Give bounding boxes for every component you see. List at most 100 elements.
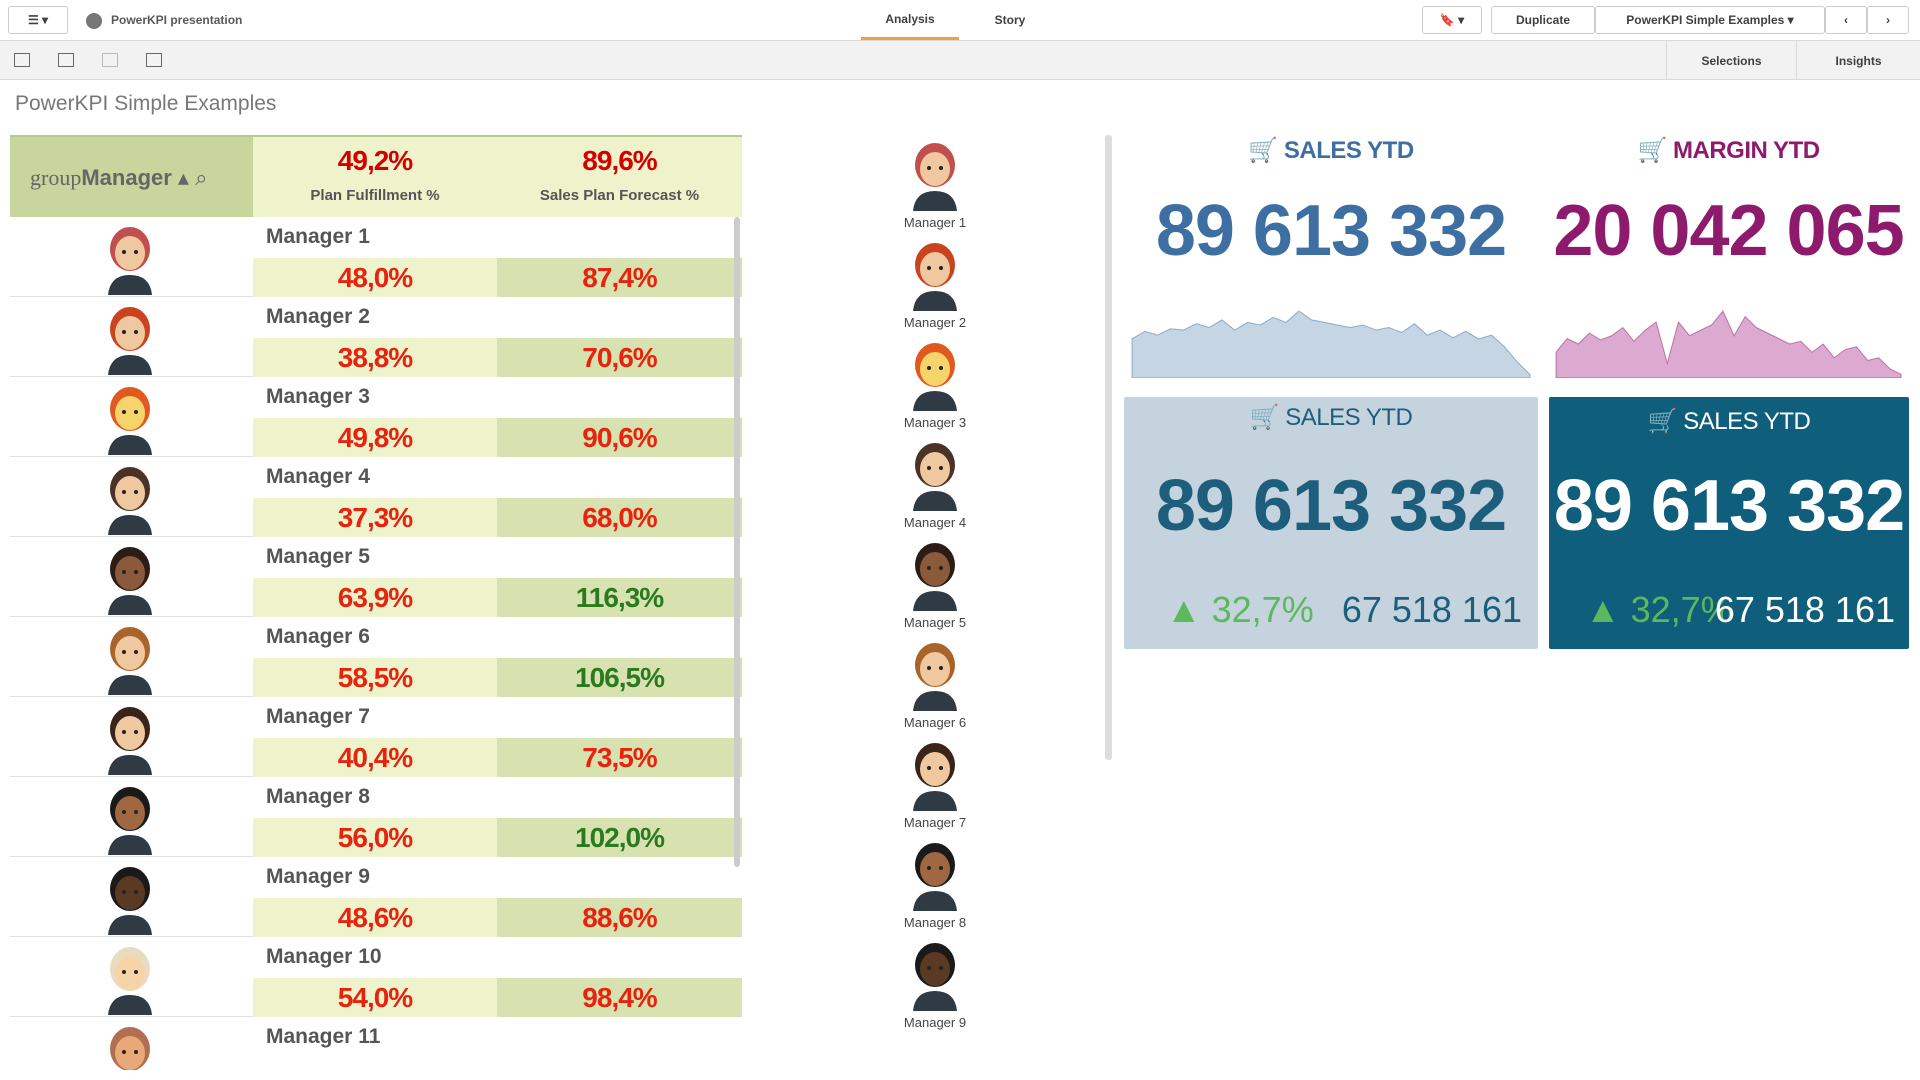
avatar-eye bbox=[134, 490, 138, 494]
manager-name: Manager 1 bbox=[266, 225, 370, 248]
avatar-label: Manager 8 bbox=[903, 915, 967, 930]
measure-header[interactable]: 89,6% Sales Plan Forecast % bbox=[497, 135, 742, 217]
avatar-label: Manager 7 bbox=[903, 815, 967, 830]
avatar-image bbox=[905, 640, 965, 712]
tool-icon[interactable] bbox=[58, 53, 74, 67]
avatar-body bbox=[913, 691, 957, 711]
avatar-eye bbox=[939, 766, 943, 770]
selections-button[interactable]: Selections bbox=[1666, 41, 1796, 80]
table-row: Manager 9 48,6% 88,6% bbox=[10, 857, 742, 937]
table-row: Manager 8 56,0% 102,0% bbox=[10, 777, 742, 857]
avatar-face bbox=[920, 552, 950, 586]
avatar-item: Manager 5 bbox=[880, 535, 990, 635]
avatar-item: Manager 8 bbox=[880, 835, 990, 935]
fulfillment-cell: 63,9% bbox=[253, 578, 497, 617]
fulfillment-cell: 37,3% bbox=[253, 498, 497, 537]
avatar-body bbox=[108, 275, 152, 295]
manager-name: Manager 4 bbox=[266, 465, 370, 488]
measure-label: Sales Plan Forecast % bbox=[539, 187, 700, 204]
duplicate-button[interactable]: Duplicate bbox=[1491, 6, 1595, 34]
sparkline-area bbox=[1555, 310, 1902, 378]
avatar-eye bbox=[134, 730, 138, 734]
tool-icon[interactable] bbox=[102, 53, 118, 67]
menu-button[interactable]: ☰ ▾ bbox=[8, 6, 68, 34]
avatar-eye bbox=[927, 266, 931, 270]
avatar bbox=[108, 947, 152, 1015]
avatar-eye bbox=[927, 566, 931, 570]
fulfillment-cell: 48,0% bbox=[253, 258, 497, 297]
tab[interactable]: Story bbox=[994, 13, 1026, 27]
avatar-cell bbox=[95, 625, 165, 695]
forecast-cell: 87,4% bbox=[497, 258, 742, 297]
avatar-eye bbox=[122, 490, 126, 494]
avatar-image bbox=[905, 840, 965, 912]
avatar bbox=[913, 543, 957, 611]
avatar-body bbox=[108, 595, 152, 615]
sheet-selector[interactable]: PowerKPI Simple Examples ▾ bbox=[1595, 6, 1825, 34]
tool-icon[interactable] bbox=[146, 53, 162, 67]
avatar-cell bbox=[95, 945, 165, 1015]
app-icon bbox=[86, 13, 102, 29]
avatar-face bbox=[115, 956, 145, 990]
avatar-body bbox=[108, 915, 152, 935]
avatar bbox=[108, 707, 152, 775]
kpi-title: 🛒 MARGIN YTD bbox=[1637, 137, 1820, 164]
avatar-body bbox=[108, 355, 152, 375]
sheet-title: PowerKPI Simple Examples bbox=[15, 92, 277, 115]
fulfillment-cell: 38,8% bbox=[253, 338, 497, 377]
avatar-eye bbox=[927, 666, 931, 670]
next-button[interactable]: › bbox=[1867, 6, 1909, 34]
avatar-face bbox=[920, 852, 950, 886]
avatar-eye bbox=[927, 766, 931, 770]
avatar-eye bbox=[939, 466, 943, 470]
avatar bbox=[913, 143, 957, 211]
duplicate-label: Duplicate bbox=[1515, 13, 1570, 27]
avatar-eye bbox=[927, 366, 931, 370]
avatar-eye bbox=[122, 650, 126, 654]
fulfillment-cell: 40,4% bbox=[253, 738, 497, 777]
insights-label: Insights bbox=[1835, 53, 1882, 68]
avatar-face bbox=[920, 952, 950, 986]
measure-label: Plan Fulfillment % bbox=[310, 187, 440, 204]
prev-button[interactable]: ‹ bbox=[1825, 6, 1867, 34]
insights-button[interactable]: Insights bbox=[1796, 41, 1920, 80]
table-row: Manager 6 58,5% 106,5% bbox=[10, 617, 742, 697]
avatar-face bbox=[920, 352, 950, 386]
scrollbar[interactable] bbox=[734, 217, 740, 867]
forecast-cell: 98,4% bbox=[497, 978, 742, 1017]
avatar-eye bbox=[122, 330, 126, 334]
avatar-eye bbox=[134, 330, 138, 334]
avatar-cell bbox=[95, 545, 165, 615]
manager-name: Manager 6 bbox=[266, 625, 370, 648]
avatar-eye bbox=[134, 410, 138, 414]
tab[interactable]: Analysis bbox=[861, 0, 959, 40]
avatar-eye bbox=[134, 650, 138, 654]
avatar-face bbox=[115, 316, 145, 350]
card-value: 89 613 332 bbox=[1553, 466, 1905, 546]
avatar-face bbox=[920, 752, 950, 786]
avatar-label: Manager 3 bbox=[903, 415, 967, 430]
card-change: ▲ 32,7% bbox=[1585, 589, 1733, 630]
sheet-label: PowerKPI Simple Examples bbox=[1626, 13, 1785, 27]
manager-name: Manager 2 bbox=[266, 305, 370, 328]
avatar-eye bbox=[122, 250, 126, 254]
measure-header[interactable]: 49,2% Plan Fulfillment % bbox=[253, 135, 497, 217]
manager-name: Manager 8 bbox=[266, 785, 370, 808]
table-row: Manager 7 40,4% 73,5% bbox=[10, 697, 742, 777]
avatar-face bbox=[115, 716, 145, 750]
avatar-body bbox=[913, 491, 957, 511]
avatar-face bbox=[115, 396, 145, 430]
selection-toolbar: Selections Insights bbox=[0, 41, 1920, 80]
dimension-header[interactable]: groupManager ▴ ⌕ bbox=[10, 135, 253, 217]
avatar-eye bbox=[122, 410, 126, 414]
bookmark-button[interactable]: 🔖 ▾ bbox=[1422, 6, 1482, 34]
avatar-body bbox=[913, 391, 957, 411]
avatar-eye bbox=[939, 166, 943, 170]
avatar-item: Manager 1 bbox=[880, 135, 990, 235]
scrollbar[interactable] bbox=[1105, 135, 1112, 760]
avatar bbox=[913, 743, 957, 811]
avatar-cell bbox=[95, 465, 165, 535]
top-bar: ☰ ▾ PowerKPI presentation Analysis Story… bbox=[0, 0, 1920, 41]
tool-icon[interactable] bbox=[14, 53, 30, 67]
avatar-item: Manager 6 bbox=[880, 635, 990, 735]
